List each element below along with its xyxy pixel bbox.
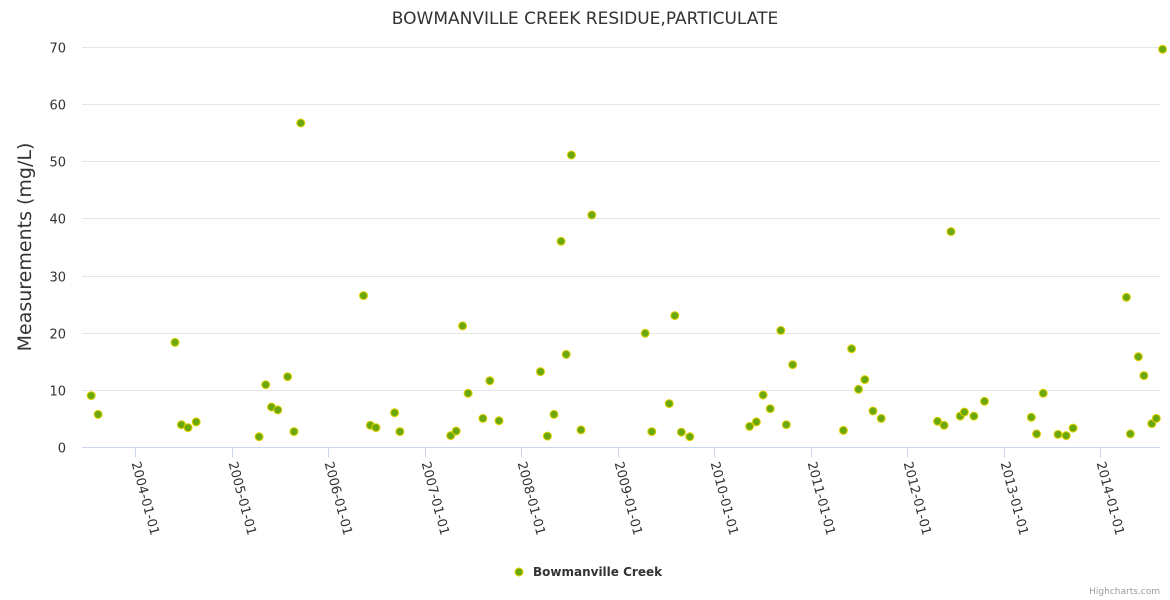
data-point[interactable] [1139,371,1149,381]
data-point[interactable] [676,427,686,437]
data-point[interactable] [1133,352,1143,362]
credits-link[interactable]: Highcharts.com [1089,587,1160,597]
data-point[interactable] [587,210,597,220]
data-point[interactable] [1053,429,1063,439]
data-point[interactable] [876,413,886,423]
legend[interactable]: Bowmanville Creek [514,565,663,579]
data-point[interactable] [980,396,989,406]
data-point[interactable] [463,388,473,398]
y-tick-label: 20 [49,328,66,343]
data-point[interactable] [283,372,293,382]
y-tick-label: 0 [58,442,66,457]
data-point[interactable] [670,311,680,321]
y-tick-label: 40 [49,213,66,228]
data-point[interactable] [1038,388,1048,398]
data-point[interactable] [478,413,488,423]
data-point[interactable] [549,409,559,419]
data-point[interactable] [1121,292,1131,302]
data-point[interactable] [1026,412,1036,422]
y-tick-label: 60 [49,99,66,114]
data-point[interactable] [371,423,381,433]
data-point[interactable] [854,384,863,394]
data-point[interactable] [395,427,405,437]
data-point[interactable] [93,409,103,419]
data-point[interactable] [566,150,576,160]
data-point[interactable] [542,431,552,441]
y-tick-label: 30 [49,271,66,286]
data-point[interactable] [494,416,504,426]
data-point[interactable] [946,227,956,237]
data-point[interactable] [1125,429,1135,439]
data-point[interactable] [685,432,695,442]
data-point[interactable] [776,325,786,335]
data-point[interactable] [765,404,775,414]
y-tick-label: 50 [49,156,66,171]
data-point[interactable] [788,360,798,370]
data-point[interactable] [939,420,949,430]
data-point[interactable] [183,423,193,433]
data-point[interactable] [561,349,571,359]
data-point[interactable] [959,407,969,417]
data-point[interactable] [191,417,201,427]
y-tick-label: 70 [49,42,66,57]
data-point[interactable] [1061,431,1071,441]
grid-lines [82,47,1160,448]
data-point[interactable] [647,427,657,437]
data-point[interactable] [359,291,368,301]
data-point[interactable] [751,417,761,427]
data-point[interactable] [664,399,674,409]
data-point[interactable] [254,432,264,442]
data-point[interactable] [289,427,299,437]
data-point[interactable] [170,337,180,347]
data-point[interactable] [969,411,979,421]
data-point[interactable] [781,420,791,430]
data-point[interactable] [1032,429,1042,439]
data-point[interactable] [1151,413,1161,423]
data-point[interactable] [1068,423,1078,433]
y-axis-ticks: 0 10 20 30 40 50 60 70 [49,42,66,457]
data-point[interactable] [745,421,755,431]
data-point[interactable] [273,405,283,415]
series-bowmanville-creek [86,44,1168,442]
data-point[interactable] [758,390,768,400]
data-point[interactable] [485,376,495,386]
data-point[interactable] [451,426,461,436]
data-point[interactable] [86,391,96,401]
y-tick-label: 10 [49,385,66,400]
data-point[interactable] [390,408,400,418]
data-point[interactable] [556,236,566,246]
data-point[interactable] [536,367,545,377]
data-point[interactable] [640,328,650,338]
data-point[interactable] [1158,44,1168,54]
data-point[interactable] [261,380,271,390]
data-point[interactable] [458,321,468,331]
data-point[interactable] [576,425,586,435]
data-point[interactable] [860,375,870,385]
data-point[interactable] [838,425,848,435]
chart-title: BOWMANVILLE CREEK RESIDUE,PARTICULATE [392,9,778,29]
data-point[interactable] [868,406,878,416]
legend-marker [514,567,524,577]
legend-item-bowmanville-creek[interactable]: Bowmanville Creek [533,565,663,579]
data-point[interactable] [847,344,857,354]
data-point[interactable] [933,416,942,426]
data-point[interactable] [296,118,306,128]
y-axis-label: Measurements (mg/L) [14,143,36,352]
